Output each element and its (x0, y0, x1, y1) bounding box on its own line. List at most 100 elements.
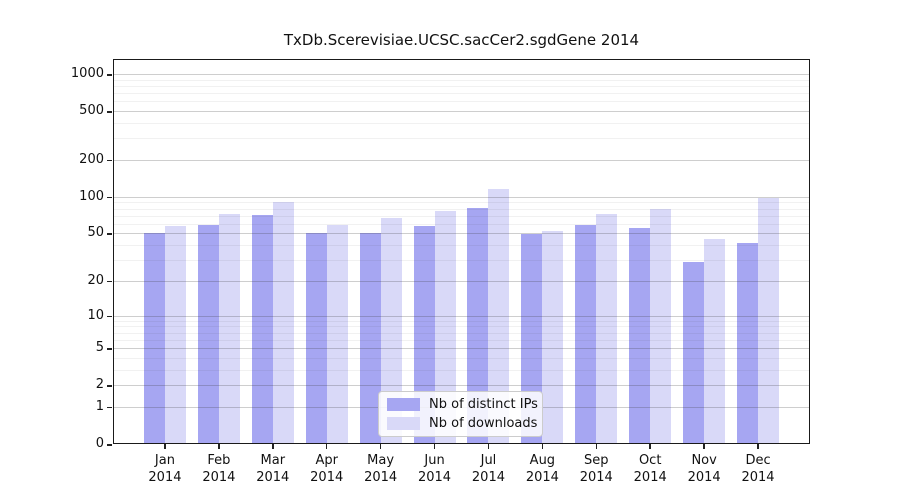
y-tick-label: 200 (79, 151, 104, 167)
x-tick-month: Mar (260, 453, 286, 468)
bar-ips-aug (521, 234, 543, 443)
bar-downloads-jan (164, 225, 186, 443)
x-tick-month: Dec (745, 453, 771, 468)
bar-ips-jun (413, 225, 435, 443)
gridline-minor (114, 369, 809, 371)
y-tick-mark (107, 111, 112, 113)
x-tick-month: Aug (529, 453, 556, 468)
bar-downloads-aug (542, 231, 564, 443)
y-tick-mark (107, 74, 112, 76)
y-tick-mark (107, 406, 112, 409)
gridline-minor (114, 332, 809, 334)
x-tick-year: 2014 (364, 470, 398, 485)
x-tick-mark (649, 444, 651, 449)
x-tick-label-feb: Feb 2014 (187, 452, 251, 486)
gridline-major (114, 280, 809, 282)
x-tick-mark (164, 444, 166, 449)
x-tick-mark (757, 444, 759, 449)
x-tick-label-dec: Dec 2014 (726, 452, 790, 486)
gridline-minor (114, 85, 809, 87)
gridline-major (114, 196, 809, 198)
x-tick-mark (433, 444, 436, 449)
gridline-major (114, 159, 809, 161)
gridline-major (114, 74, 809, 75)
y-tick-mark (107, 196, 112, 199)
bar-ips-sep (575, 224, 597, 443)
x-tick-month: May (367, 453, 395, 468)
gridline-minor (114, 326, 809, 328)
y-tick-label: 2 (95, 377, 104, 393)
legend-label-downloads: Nb of downloads (429, 415, 538, 431)
gridline-minor (114, 357, 809, 359)
x-tick-label-aug: Aug 2014 (510, 452, 574, 486)
bar-downloads-feb (218, 214, 240, 443)
bar-downloads-may (380, 218, 402, 443)
bar-downloads-nov (704, 238, 726, 443)
chart-title: TxDb.Scerevisiae.UCSC.sacCer2.sgdGene 20… (283, 31, 640, 49)
x-tick-year: 2014 (525, 470, 559, 485)
x-tick-mark (379, 444, 382, 449)
y-tick-mark (107, 385, 112, 387)
legend-item-downloads: Nb of downloads (387, 415, 538, 431)
x-tick-month: Jun (424, 453, 445, 468)
gridline-minor (114, 138, 809, 140)
gridline-major (114, 348, 809, 350)
bar-downloads-jun (434, 211, 456, 443)
bar-downloads-sep (596, 214, 618, 443)
y-tick-label: 20 (87, 272, 104, 288)
x-tick-year: 2014 (148, 470, 182, 485)
legend-swatch-downloads (387, 416, 420, 430)
gridline-minor (114, 215, 809, 217)
legend: Nb of distinct IPs Nb of downloads (378, 391, 543, 437)
x-tick-year: 2014 (741, 470, 775, 485)
x-tick-label-oct: Oct 2014 (618, 452, 682, 486)
y-tick-label: 1000 (70, 66, 104, 81)
y-tick-mark (107, 233, 112, 235)
bar-ips-nov (683, 261, 705, 443)
x-tick-label-apr: Apr 2014 (295, 452, 359, 486)
x-tick-mark (541, 444, 544, 449)
x-tick-mark (703, 444, 705, 449)
x-tick-month: Sep (584, 453, 609, 468)
x-tick-mark (325, 444, 328, 449)
x-tick-year: 2014 (687, 470, 721, 485)
x-tick-mark (487, 444, 490, 449)
y-tick-label: 1 (95, 398, 104, 414)
x-tick-label-nov: Nov 2014 (672, 452, 736, 486)
x-tick-year: 2014 (633, 470, 667, 485)
gridline-minor (114, 122, 809, 124)
x-tick-month: Jan (154, 453, 175, 468)
x-tick-month: Nov (691, 453, 717, 468)
y-tick-mark (107, 348, 112, 350)
bar-downloads-dec (758, 197, 780, 443)
bar-ips-may (359, 233, 381, 443)
y-tick-label: 500 (79, 103, 104, 119)
gridline-minor (114, 245, 809, 247)
bar-ips-feb (197, 224, 219, 443)
x-tick-year: 2014 (256, 470, 290, 485)
gridline-minor (114, 101, 809, 103)
gridline-major (114, 385, 809, 387)
x-tick-label-jun: Jun 2014 (403, 452, 467, 486)
gridline-minor (114, 208, 809, 210)
bar-ips-oct (629, 228, 651, 443)
y-tick-mark (107, 315, 112, 318)
x-tick-mark (272, 444, 274, 449)
x-tick-month: Jul (480, 453, 497, 468)
bar-ips-apr (305, 233, 327, 443)
y-tick-label: 50 (87, 225, 104, 241)
gridline-major (114, 111, 809, 113)
gridline-minor (114, 93, 809, 95)
x-tick-label-sep: Sep 2014 (564, 452, 628, 486)
x-tick-label-jul: Jul 2014 (456, 452, 520, 486)
y-tick-mark (107, 159, 112, 162)
bar-ips-mar (251, 214, 273, 443)
legend-label-ips: Nb of distinct IPs (429, 397, 538, 413)
x-tick-month: Feb (207, 453, 231, 468)
gridline-minor (114, 339, 809, 341)
bar-downloads-oct (650, 209, 672, 443)
gridline-minor (114, 202, 809, 204)
bar-downloads-jul (488, 189, 510, 443)
bar-downloads-mar (272, 202, 294, 443)
